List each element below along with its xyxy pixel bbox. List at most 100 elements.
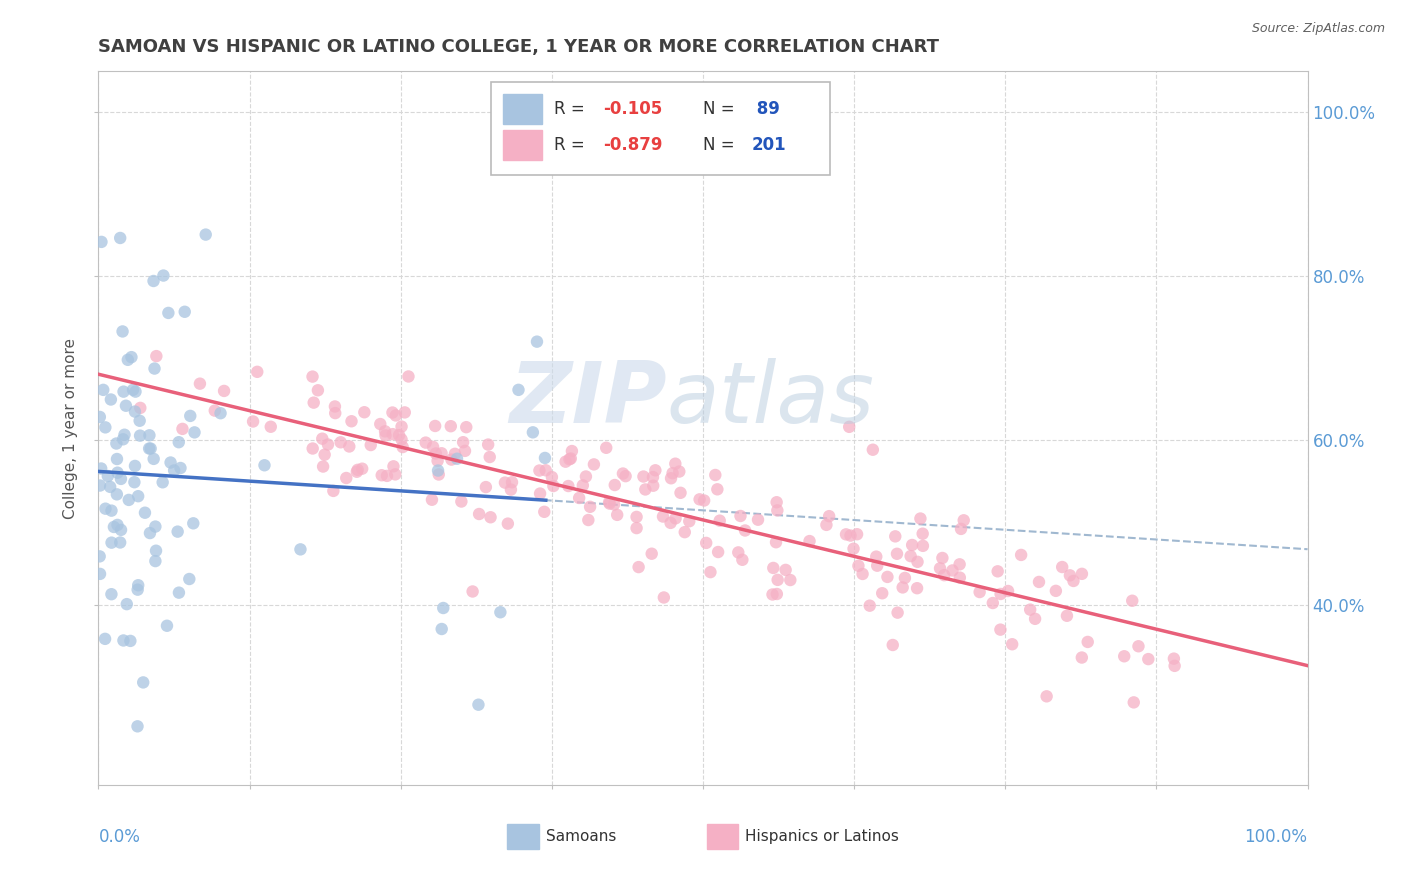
Point: [391, 419, 413, 434]
Point: [579, 500, 602, 514]
Point: [1128, 640, 1150, 654]
Point: [124, 458, 146, 473]
Point: [100, 535, 122, 549]
Point: [120, 634, 142, 648]
Point: [1121, 593, 1143, 607]
Point: [846, 527, 869, 541]
Point: [114, 427, 136, 442]
Text: Source: ZipAtlas.com: Source: ZipAtlas.com: [1251, 22, 1385, 36]
Point: [145, 554, 167, 568]
Point: [1045, 583, 1067, 598]
Point: [633, 469, 655, 483]
Point: [204, 403, 226, 417]
Point: [127, 578, 149, 592]
Point: [969, 585, 991, 599]
Point: [353, 405, 375, 419]
Point: [426, 454, 449, 468]
Point: [108, 231, 131, 245]
Text: SAMOAN VS HISPANIC OR LATINO COLLEGE, 1 YEAR OR MORE CORRELATION CHART: SAMOAN VS HISPANIC OR LATINO COLLEGE, 1 …: [98, 38, 939, 56]
Point: [129, 428, 152, 442]
Point: [603, 478, 626, 492]
Point: [678, 514, 700, 528]
Point: [990, 587, 1012, 601]
Point: [316, 437, 339, 451]
Point: [117, 352, 139, 367]
Point: [818, 509, 841, 524]
Point: [838, 420, 860, 434]
Point: [132, 675, 155, 690]
Point: [124, 404, 146, 418]
Point: [415, 435, 437, 450]
Point: [425, 446, 447, 460]
Point: [659, 471, 682, 485]
Point: [302, 395, 325, 409]
Point: [430, 622, 453, 636]
Point: [145, 349, 167, 363]
Point: [668, 465, 690, 479]
Point: [765, 535, 787, 549]
Text: 0.0%: 0.0%: [98, 828, 141, 846]
Point: [423, 419, 446, 434]
Point: [301, 442, 323, 456]
Point: [612, 467, 634, 481]
Point: [882, 638, 904, 652]
Point: [188, 376, 211, 391]
Point: [835, 527, 858, 541]
Point: [183, 425, 205, 440]
Point: [911, 526, 934, 541]
Point: [1028, 574, 1050, 589]
Point: [533, 505, 555, 519]
Point: [169, 461, 191, 475]
Point: [891, 581, 914, 595]
Point: [931, 551, 953, 566]
Point: [212, 384, 235, 398]
Point: [391, 440, 413, 454]
Point: [352, 461, 374, 475]
Point: [1062, 574, 1084, 588]
Point: [152, 475, 174, 490]
Point: [884, 529, 907, 543]
Point: [110, 523, 132, 537]
Point: [384, 409, 406, 423]
Point: [105, 452, 128, 467]
Point: [990, 623, 1012, 637]
Point: [709, 514, 731, 528]
Point: [643, 479, 665, 493]
Point: [862, 442, 884, 457]
Point: [848, 558, 870, 573]
FancyBboxPatch shape: [707, 824, 738, 849]
Point: [374, 425, 396, 439]
Point: [129, 401, 152, 415]
Point: [859, 599, 882, 613]
Text: 89: 89: [751, 100, 780, 118]
Point: [381, 405, 404, 419]
Point: [905, 581, 928, 595]
Point: [335, 471, 357, 485]
Point: [1019, 602, 1042, 616]
Point: [652, 591, 675, 605]
Point: [122, 383, 145, 397]
Point: [127, 582, 149, 597]
Point: [1050, 560, 1073, 574]
Point: [253, 458, 276, 473]
Point: [934, 568, 956, 582]
Point: [454, 443, 477, 458]
Point: [641, 470, 664, 484]
Point: [329, 435, 352, 450]
Point: [775, 563, 797, 577]
Point: [641, 547, 664, 561]
Point: [704, 468, 727, 483]
Point: [693, 493, 716, 508]
Point: [1114, 649, 1136, 664]
Point: [950, 522, 973, 536]
Point: [152, 268, 174, 283]
Point: [142, 451, 165, 466]
Point: [762, 561, 785, 575]
Point: [997, 584, 1019, 599]
Point: [1071, 566, 1094, 581]
Point: [105, 487, 128, 501]
Point: [634, 483, 657, 497]
Point: [529, 486, 551, 500]
Point: [475, 480, 498, 494]
Point: [89, 566, 111, 581]
